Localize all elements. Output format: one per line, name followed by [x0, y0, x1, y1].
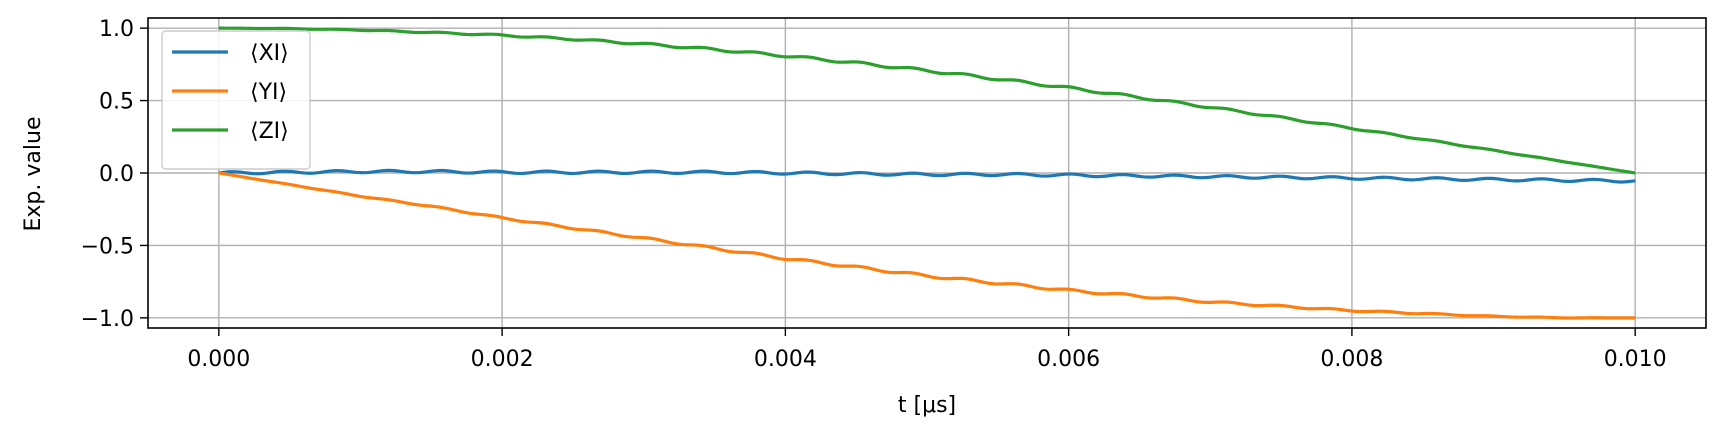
legend: ⟨XI⟩ ⟨YI⟩ ⟨ZI⟩ [161, 30, 311, 170]
series-zi-line [218, 26, 1636, 175]
y-axis-label: Exp. value [21, 117, 46, 232]
legend-box [161, 30, 311, 170]
x-tick-label: 0.002 [471, 347, 534, 372]
legend-label: ⟨XI⟩ [250, 41, 289, 66]
series-layer [218, 26, 1636, 320]
y-tick-label: 1.0 [99, 17, 134, 42]
x-tick-label: 0.000 [187, 347, 250, 372]
y-axis-ticks: 1.0 0.5 0.0 −0.5 −1.0 [81, 17, 148, 332]
x-axis-ticks: 0.000 0.002 0.004 0.006 0.008 0.010 [187, 328, 1667, 372]
y-tick-label: −0.5 [81, 234, 134, 259]
y-tick-label: −1.0 [81, 307, 134, 332]
x-tick-label: 0.010 [1604, 347, 1667, 372]
x-tick-label: 0.008 [1320, 347, 1383, 372]
series-xi-line [218, 168, 1636, 184]
legend-label: ⟨YI⟩ [250, 80, 287, 105]
series-yi-line [218, 171, 1636, 320]
x-axis-label: t [μs] [898, 393, 956, 418]
x-tick-label: 0.006 [1037, 347, 1100, 372]
x-tick-label: 0.004 [754, 347, 817, 372]
legend-label: ⟨ZI⟩ [250, 119, 289, 144]
y-tick-label: 0.5 [99, 90, 134, 115]
y-tick-label: 0.0 [99, 162, 134, 187]
